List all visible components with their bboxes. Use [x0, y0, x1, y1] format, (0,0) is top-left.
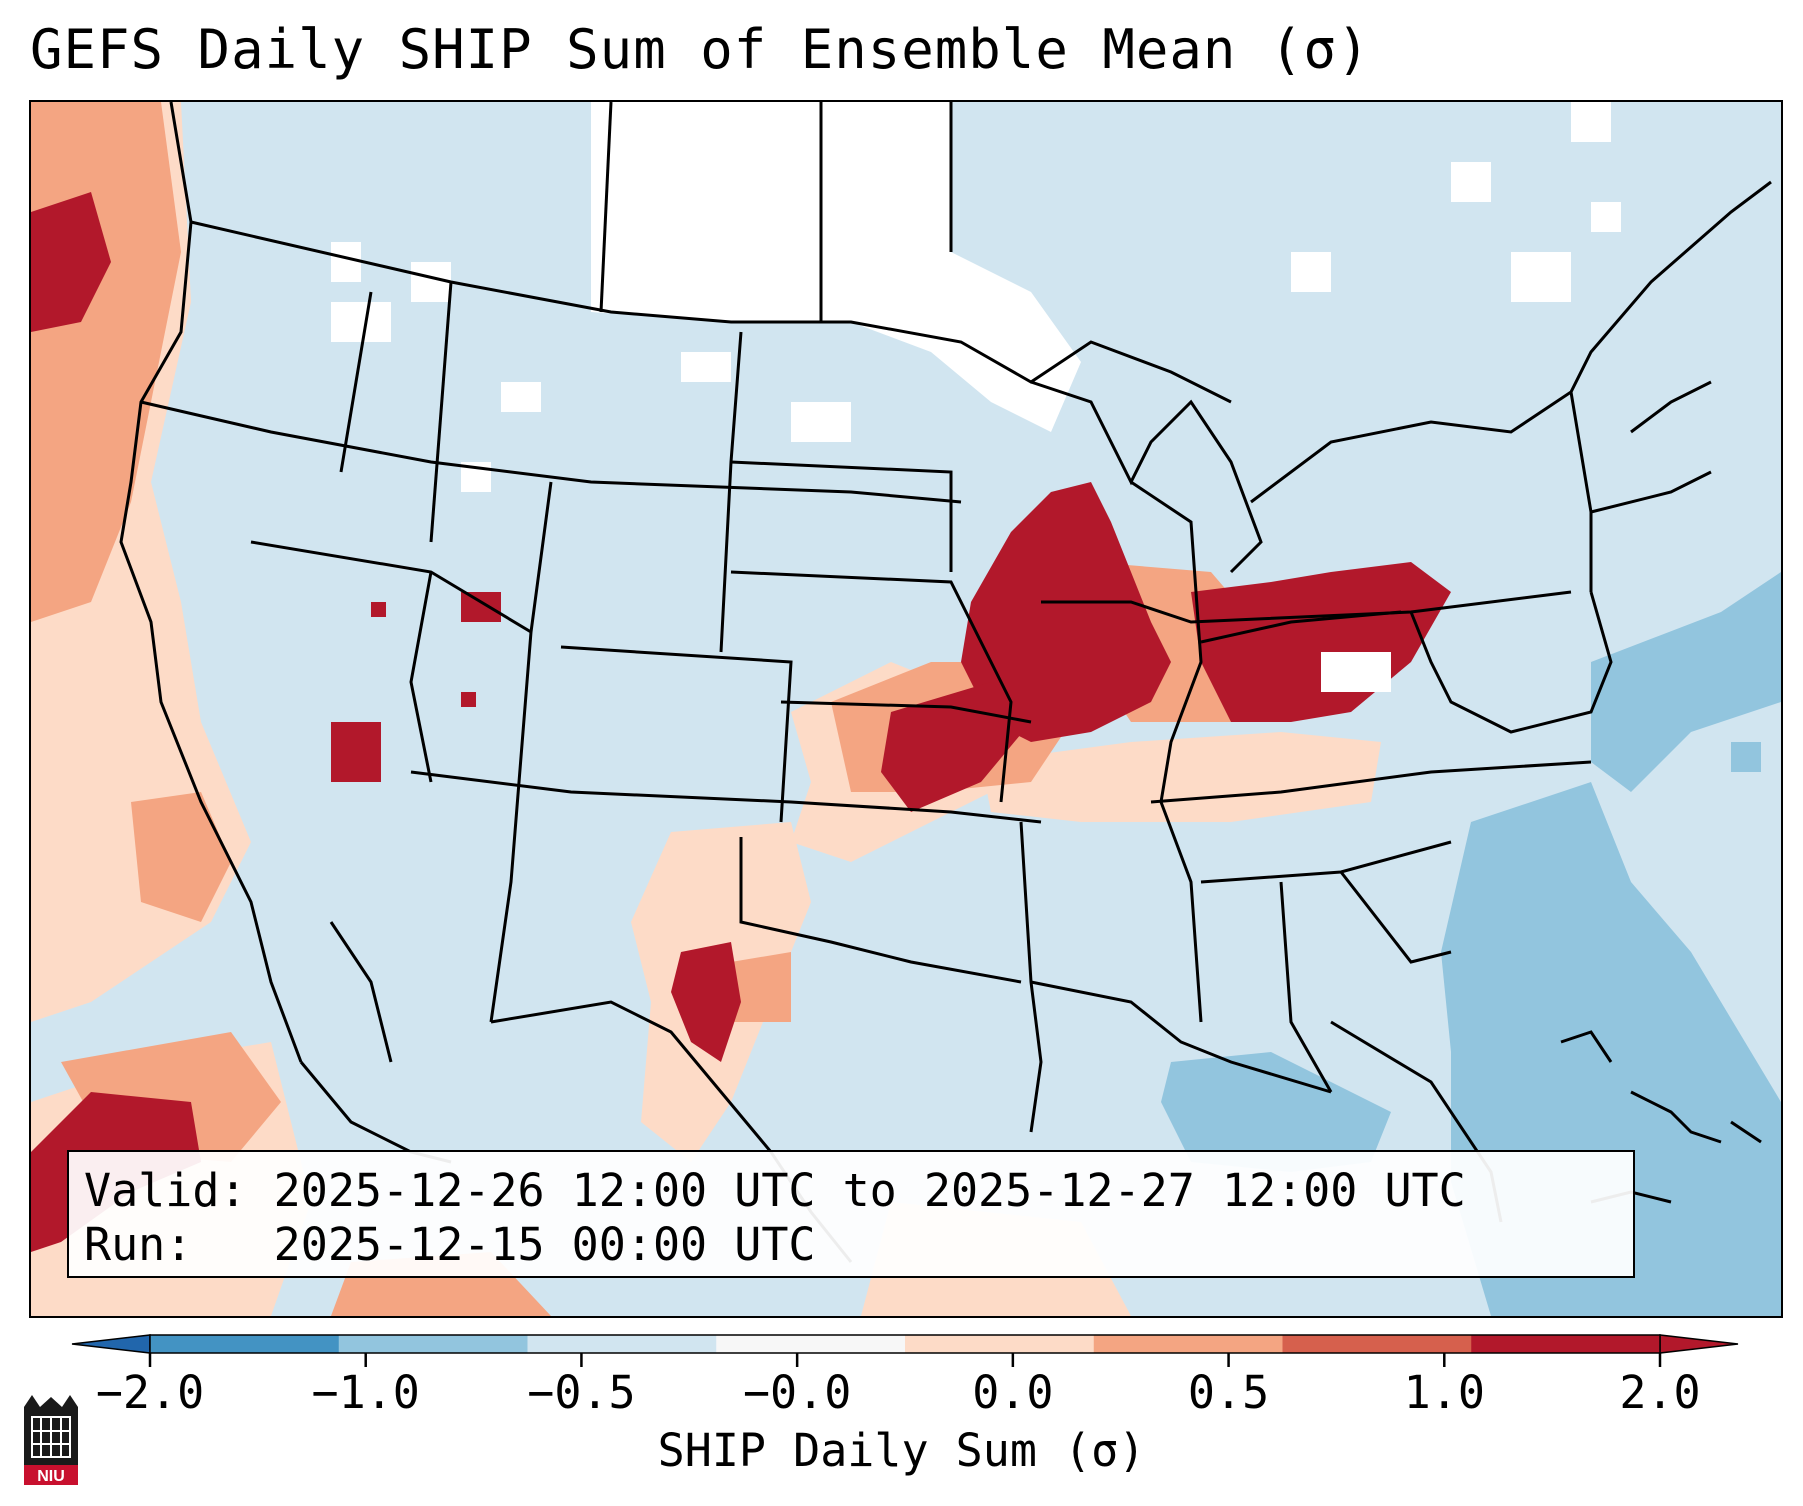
colorbar: [71, 1334, 1739, 1367]
valid-label: Valid:: [84, 1164, 247, 1217]
colorbar-tick-label: 1.0: [1403, 1366, 1485, 1419]
colorbar-bin: [338, 1335, 528, 1353]
colorbar-tick-label: −2.0: [95, 1366, 205, 1419]
colorbar-bin: [527, 1335, 717, 1353]
colorbar-tick-marks: [148, 1353, 1662, 1367]
logo-text: NIU: [37, 1468, 65, 1485]
colorbar-bin: [1282, 1335, 1472, 1353]
colorbar-extend-min: [71, 1334, 151, 1354]
valid-time-range: 2025-12-26 12:00 UTC to 2025-12-27 12:00…: [273, 1164, 1466, 1217]
map-panel: [29, 100, 1783, 1318]
colorbar-bin: [716, 1335, 906, 1353]
colorbar-bin: [1471, 1335, 1661, 1353]
colorbar-outline: [149, 1334, 1661, 1354]
midwest-near-zero-patch: [1321, 652, 1391, 692]
political-borders: [119, 102, 1772, 1263]
colorbar-bin: [905, 1335, 1095, 1353]
colorbar-tick-label: 0.5: [1187, 1366, 1270, 1419]
run-time: 2025-12-15 00:00 UTC: [273, 1218, 816, 1271]
colorbar-bins: [71, 1334, 1739, 1354]
anomaly-map: [31, 102, 1781, 1316]
colorbar-tick-label: 2.0: [1619, 1366, 1701, 1419]
run-label: Run:: [84, 1218, 193, 1271]
colorbar-tick-label: 0.0: [972, 1366, 1054, 1419]
colorbar-label: SHIP Daily Sum (σ): [657, 1424, 1146, 1477]
colorbar-tick-label: −0.5: [527, 1366, 636, 1419]
university-building-icon: NIU: [24, 1395, 78, 1485]
colorbar-extend-max: [1659, 1334, 1739, 1354]
colorbar-tick-label: −0.0: [742, 1366, 852, 1419]
chart-title: GEFS Daily SHIP Sum of Ensemble Mean (σ): [30, 18, 1371, 81]
colorbar-bin: [1093, 1335, 1283, 1353]
near-zero-field: [331, 102, 1621, 492]
colorbar-tick-label: −1.0: [311, 1366, 420, 1419]
colorbar-bin: [150, 1335, 340, 1353]
valid-time-info-box: Valid: 2025-12-26 12:00 UTC to 2025-12-2…: [67, 1150, 1635, 1278]
